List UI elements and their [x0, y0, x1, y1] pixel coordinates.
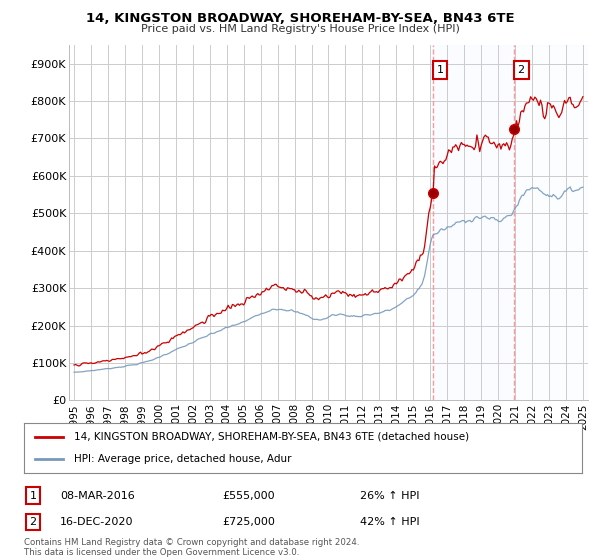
Text: 2: 2	[29, 517, 37, 527]
Bar	[514, 45, 588, 400]
Text: 1: 1	[29, 491, 37, 501]
Text: £555,000: £555,000	[222, 491, 275, 501]
Bar	[433, 45, 514, 400]
Text: 14, KINGSTON BROADWAY, SHOREHAM-BY-SEA, BN43 6TE: 14, KINGSTON BROADWAY, SHOREHAM-BY-SEA, …	[86, 12, 514, 25]
Text: 26% ↑ HPI: 26% ↑ HPI	[360, 491, 419, 501]
Text: 08-MAR-2016: 08-MAR-2016	[60, 491, 135, 501]
Text: 1: 1	[436, 65, 443, 74]
Text: HPI: Average price, detached house, Adur: HPI: Average price, detached house, Adur	[74, 454, 292, 464]
Text: Price paid vs. HM Land Registry's House Price Index (HPI): Price paid vs. HM Land Registry's House …	[140, 24, 460, 34]
Text: 16-DEC-2020: 16-DEC-2020	[60, 517, 133, 527]
Text: £725,000: £725,000	[222, 517, 275, 527]
Text: 14, KINGSTON BROADWAY, SHOREHAM-BY-SEA, BN43 6TE (detached house): 14, KINGSTON BROADWAY, SHOREHAM-BY-SEA, …	[74, 432, 469, 442]
Text: 42% ↑ HPI: 42% ↑ HPI	[360, 517, 419, 527]
Text: 2: 2	[518, 65, 525, 74]
Text: Contains HM Land Registry data © Crown copyright and database right 2024.
This d: Contains HM Land Registry data © Crown c…	[24, 538, 359, 557]
